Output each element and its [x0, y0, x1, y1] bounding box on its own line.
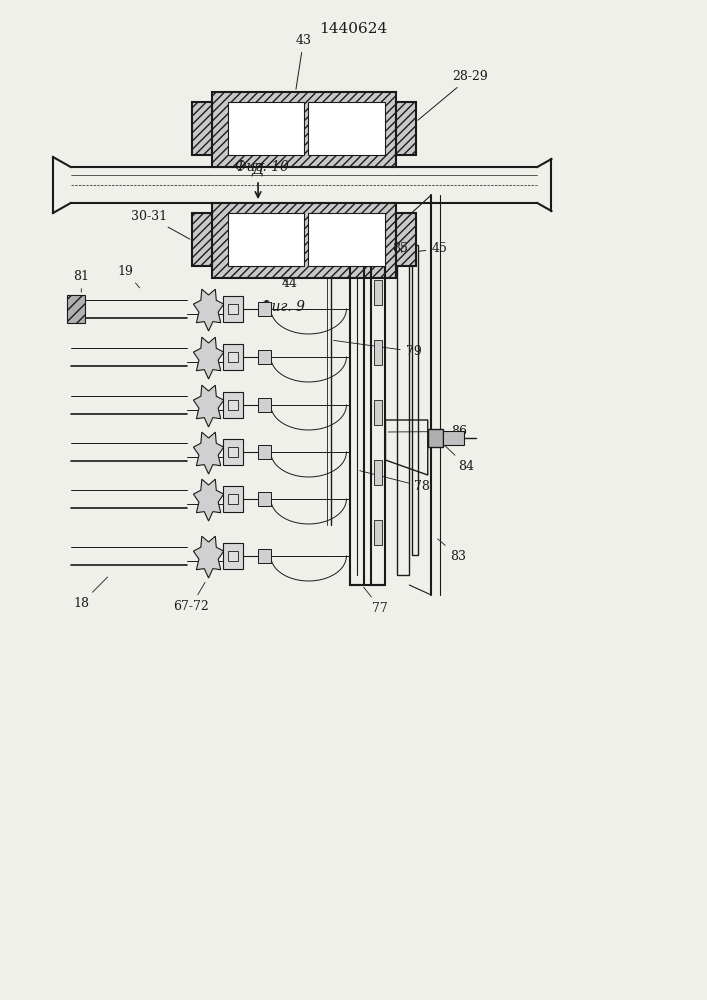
Bar [223, 296, 243, 322]
Polygon shape [194, 337, 223, 379]
Bar [258, 302, 271, 316]
Text: 67-72: 67-72 [173, 582, 209, 613]
Text: 86: 86 [388, 425, 467, 438]
Bar [223, 344, 243, 370]
Text: 45: 45 [419, 242, 447, 255]
Bar [228, 102, 304, 155]
Bar [258, 398, 271, 412]
Bar [228, 352, 238, 362]
Bar [228, 304, 238, 314]
Bar [308, 102, 385, 155]
Text: 30-31: 30-31 [131, 210, 190, 239]
Bar [228, 400, 238, 410]
Bar [371, 215, 385, 585]
Bar [192, 213, 212, 266]
Text: Д: Д [252, 163, 264, 177]
Bar [223, 486, 243, 512]
Bar [374, 340, 382, 365]
Text: 28-29: 28-29 [418, 70, 489, 120]
Text: 18: 18 [74, 577, 107, 610]
Bar [258, 350, 271, 364]
Text: 84: 84 [445, 446, 474, 473]
Text: 79: 79 [334, 340, 421, 358]
Text: 85: 85 [392, 242, 408, 255]
Bar [350, 215, 364, 585]
Bar [192, 102, 212, 155]
Text: 44: 44 [281, 277, 298, 290]
Bar [443, 431, 464, 445]
Bar [67, 295, 85, 323]
Bar [223, 543, 243, 569]
Bar [428, 429, 443, 447]
Text: 19: 19 [118, 265, 139, 288]
Bar [223, 439, 243, 465]
Bar [396, 213, 416, 266]
Bar [258, 549, 271, 563]
Bar [396, 102, 416, 155]
Polygon shape [194, 289, 223, 331]
Text: 77: 77 [363, 587, 388, 615]
Bar [223, 392, 243, 418]
Bar [374, 280, 382, 305]
Bar [258, 445, 271, 459]
Polygon shape [194, 385, 223, 427]
Text: 81: 81 [74, 270, 89, 292]
Bar [374, 460, 382, 485]
Bar [374, 400, 382, 425]
Bar [335, 219, 346, 231]
Bar [258, 492, 271, 506]
Bar [412, 245, 418, 555]
Text: Фиг. 9: Фиг. 9 [260, 300, 305, 314]
Text: 1440624: 1440624 [320, 22, 387, 36]
Bar [228, 447, 238, 457]
Bar [212, 92, 396, 167]
Polygon shape [194, 536, 223, 578]
Bar [308, 213, 385, 266]
Text: 83: 83 [438, 539, 466, 563]
Bar [212, 203, 396, 278]
Text: 78: 78 [360, 471, 430, 493]
Bar [228, 551, 238, 561]
Text: 43: 43 [296, 34, 312, 89]
Bar [397, 225, 409, 575]
Text: Фиг. 10: Фиг. 10 [235, 160, 288, 174]
Polygon shape [194, 432, 223, 474]
Polygon shape [194, 479, 223, 521]
Bar [228, 494, 238, 504]
Bar [228, 213, 304, 266]
Bar [374, 520, 382, 545]
